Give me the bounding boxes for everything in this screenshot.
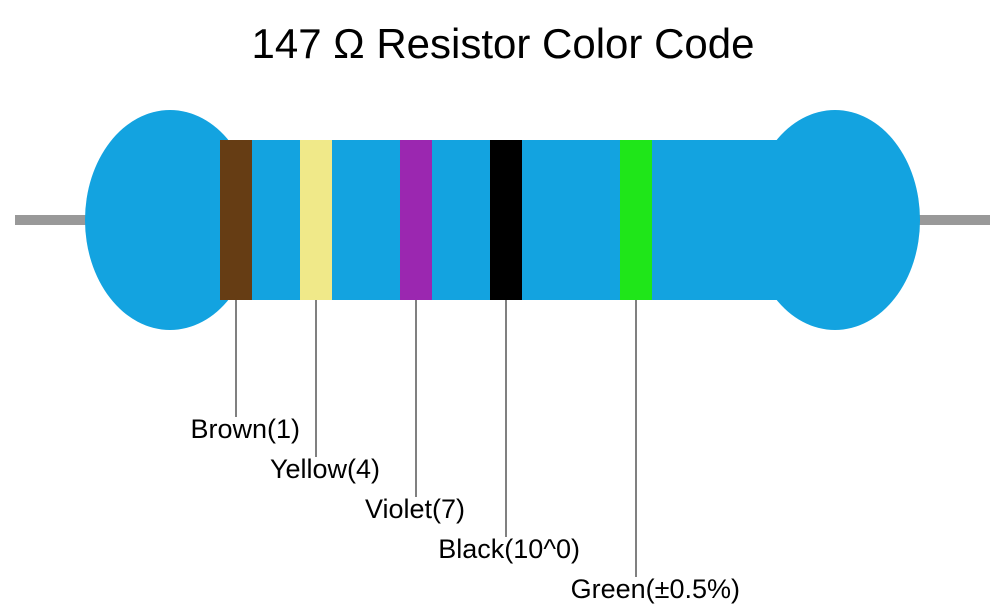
band-label-3: Black(10^0) [438,534,580,564]
band-2 [400,140,432,300]
band-0 [220,140,252,300]
band-1 [300,140,332,300]
band-labels: Brown(1) Yellow(4) Violet(7) Black(10^0) Gre… [190,414,740,604]
band-label-4: Green(±0.5%) [571,574,740,604]
band-4 [620,140,652,300]
resistor-diagram: Brown(1) Yellow(4) Violet(7) Black(10^0) Gre… [0,0,1006,607]
band-label-1: Yellow(4) [270,454,380,484]
band-3 [490,140,522,300]
band-label-2: Violet(7) [365,494,465,524]
band-label-0: Brown(1) [190,414,300,444]
